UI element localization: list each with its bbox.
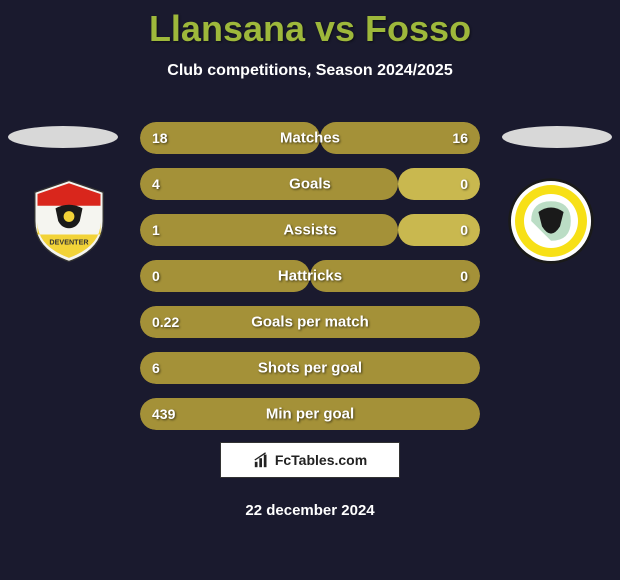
stat-row-hattricks: 0 Hattricks 0 xyxy=(140,260,480,292)
stat-label: Min per goal xyxy=(266,406,354,423)
stat-value-left: 6 xyxy=(152,360,160,376)
footer-brand-banner[interactable]: FcTables.com xyxy=(220,442,400,478)
svg-text:DEVENTER: DEVENTER xyxy=(49,237,89,246)
stat-bar-left xyxy=(140,168,398,200)
stat-bar-left xyxy=(140,214,398,246)
stat-row-matches: 18 Matches 16 xyxy=(140,122,480,154)
stat-label: Shots per goal xyxy=(258,360,362,377)
stats-container: 18 Matches 16 4 Goals 0 1 Assists 0 0 Ha… xyxy=(140,122,480,444)
page-title: Llansana vs Fosso xyxy=(0,0,620,50)
footer-date: 22 december 2024 xyxy=(245,502,374,519)
stat-value-left: 4 xyxy=(152,176,160,192)
stat-value-left: 439 xyxy=(152,406,175,422)
stat-value-right: 0 xyxy=(460,176,468,192)
stat-row-assists: 1 Assists 0 xyxy=(140,214,480,246)
stat-value-right: 0 xyxy=(460,268,468,284)
stat-value-right: 16 xyxy=(452,130,468,146)
player-photo-right xyxy=(502,126,612,148)
stat-value-left: 1 xyxy=(152,222,160,238)
stat-value-left: 18 xyxy=(152,130,168,146)
stat-value-left: 0 xyxy=(152,268,160,284)
player-photo-left xyxy=(8,126,118,148)
stat-value-right: 0 xyxy=(460,222,468,238)
stat-label: Goals xyxy=(289,176,331,193)
club-badge-right xyxy=(506,176,596,266)
stat-value-left: 0.22 xyxy=(152,314,179,330)
stat-label: Hattricks xyxy=(278,268,342,285)
stat-row-goals-per-match: 0.22 Goals per match xyxy=(140,306,480,338)
stat-row-shots-per-goal: 6 Shots per goal xyxy=(140,352,480,384)
footer-brand-text: FcTables.com xyxy=(275,452,367,468)
stat-label: Matches xyxy=(280,130,340,147)
shield-icon xyxy=(506,176,596,266)
shield-icon: DEVENTER xyxy=(24,176,114,266)
club-badge-left: DEVENTER xyxy=(24,176,114,266)
stat-row-goals: 4 Goals 0 xyxy=(140,168,480,200)
stat-row-min-per-goal: 439 Min per goal xyxy=(140,398,480,430)
stat-label: Goals per match xyxy=(251,314,369,331)
stat-label: Assists xyxy=(283,222,336,239)
chart-icon xyxy=(253,451,271,469)
page-subtitle: Club competitions, Season 2024/2025 xyxy=(0,62,620,80)
